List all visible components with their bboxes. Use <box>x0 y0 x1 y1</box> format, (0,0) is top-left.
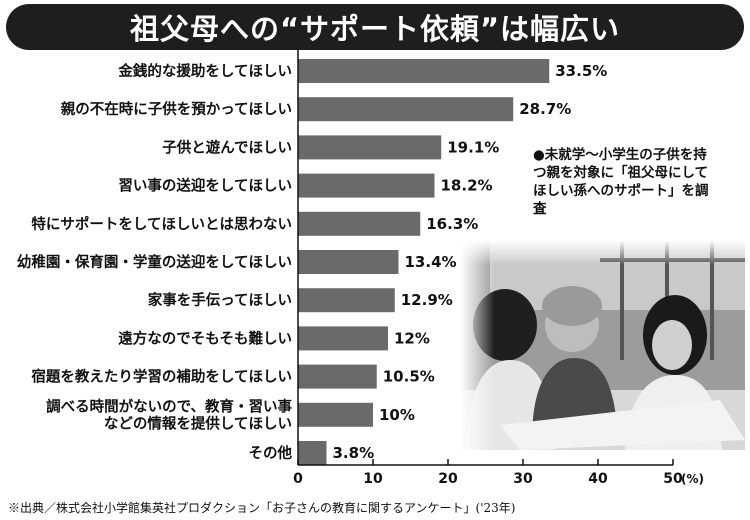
category-label: 特にサポートをしてほしいとは思わない <box>31 215 292 233</box>
value-label: 3.8% <box>333 444 375 462</box>
category-label: 習い事の送迎をしてほしい <box>118 177 292 195</box>
value-label: 12.9% <box>401 291 453 309</box>
x-tick-label: 30 <box>513 471 533 487</box>
chart-title: 祖父母への“サポート依頼”は幅広い <box>129 12 621 46</box>
bar <box>298 288 395 313</box>
category-label: 家事を手伝ってほしい <box>148 291 292 309</box>
bar <box>298 173 435 198</box>
category-label: 子供と遊んでほしい <box>162 138 292 156</box>
category-label: その他 <box>249 444 293 462</box>
x-unit-label: (%) <box>681 472 704 486</box>
value-label: 19.1% <box>447 138 499 156</box>
bar <box>298 135 442 160</box>
bar <box>298 97 514 122</box>
source-note: ※出典／株式会社小学館集英社プロダクション「お子さんの教育に関するアンケート」(… <box>8 501 516 515</box>
x-tick-label: 0 <box>293 471 303 487</box>
bar <box>298 250 399 274</box>
value-label: 10% <box>379 406 415 424</box>
bar <box>298 441 327 465</box>
category-label: などの情報を提供してほしい <box>104 414 292 432</box>
survey-note: ●未就学～小学生の子供を持つ親を対象に「祖父母にしてほしい孫へのサポート」を調査 <box>533 147 709 217</box>
value-label: 13.4% <box>405 253 457 271</box>
category-label: 金銭的な援助をしてほしい <box>117 62 292 80</box>
value-label: 33.5% <box>555 62 607 80</box>
x-tick-label: 50 <box>663 471 683 487</box>
bar <box>298 326 388 351</box>
value-label: 18.2% <box>441 177 493 195</box>
category-label: 親の不在時に子供を預かってほしい <box>61 100 292 118</box>
x-tick-label: 10 <box>363 471 383 487</box>
family-photo <box>460 240 745 450</box>
category-label: 宿題を教えたり学習の補助をしてほしい <box>31 368 292 386</box>
category-label: 遠方なのでそもそも難しい <box>118 329 292 347</box>
value-label: 12% <box>394 329 430 347</box>
bars-group: 33.5% 金銭的な援助をしてほしい 28.7% 親の不在時に子供を預かってほしい 19… <box>17 59 607 465</box>
value-label: 28.7% <box>519 100 571 118</box>
x-tick-label: 40 <box>588 471 608 487</box>
bar <box>298 364 377 389</box>
value-label: 16.3% <box>426 215 478 233</box>
bar <box>298 211 421 236</box>
category-label: 幼稚園・保育園・学童の送迎をしてほしい <box>17 253 292 271</box>
value-label: 10.5% <box>383 368 435 386</box>
x-axis: 0 10 20 30 40 50(%) <box>293 48 704 487</box>
x-tick-label: 20 <box>438 471 458 487</box>
bar <box>298 59 550 83</box>
bar <box>298 402 373 427</box>
category-label: 調べる時間がないので、教育・習い事 <box>46 397 292 415</box>
title-banner: 祖父母への“サポート依頼”は幅広い <box>6 4 744 50</box>
